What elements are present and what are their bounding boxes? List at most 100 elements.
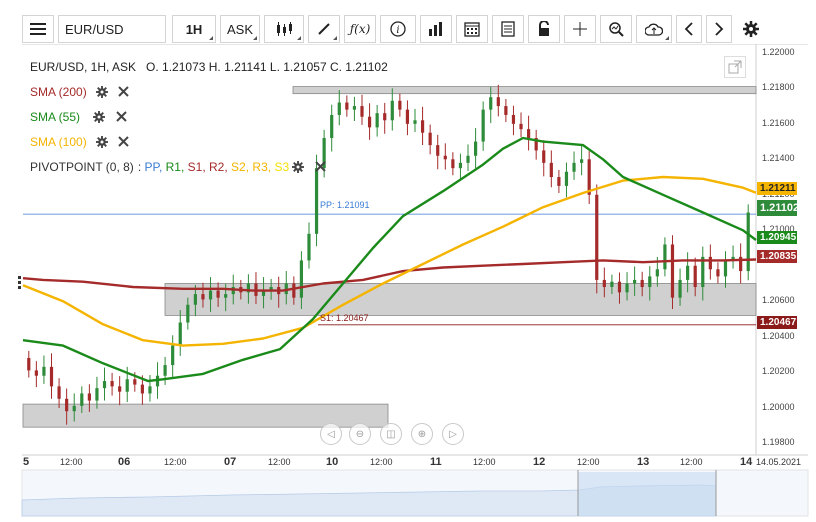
triangle-right-icon: ▷ <box>449 428 457 440</box>
candle-up <box>352 106 357 110</box>
scroll-back-button[interactable] <box>676 15 702 43</box>
hamburger-icon <box>30 23 46 35</box>
candle-up <box>633 279 637 284</box>
nav-forward-button[interactable]: ▷ <box>442 423 464 445</box>
crosshair-button[interactable] <box>564 15 596 43</box>
close-icon[interactable] <box>313 160 327 174</box>
candle-down <box>534 138 538 151</box>
x-tick-label: 5 <box>23 456 30 468</box>
candle-up <box>186 304 190 323</box>
candle-down <box>133 379 137 385</box>
chart-toolbar: 1H ASK ƒ(x) i <box>22 14 808 44</box>
candle-down <box>140 384 144 394</box>
candle-up <box>375 113 379 128</box>
candle-down <box>420 120 425 133</box>
candle-up <box>572 162 576 172</box>
candle-down <box>436 145 440 156</box>
candle-up <box>148 386 152 394</box>
candle-up <box>269 287 273 291</box>
zoom-in-button[interactable]: ⊕ <box>411 423 433 445</box>
candlestick-icon <box>277 22 292 36</box>
sma100-legend: SMA (100) <box>30 129 388 154</box>
svg-text:i: i <box>396 25 399 36</box>
sma100-line <box>22 175 757 347</box>
reset-zoom-button[interactable]: ◫ <box>380 423 402 445</box>
candle-up <box>663 244 667 270</box>
candle-down <box>511 114 516 124</box>
symbol-input[interactable] <box>58 15 166 43</box>
support-resistance-zone <box>164 283 757 316</box>
chevron-left-icon <box>684 22 693 36</box>
pivot-r2: R2, <box>209 159 228 174</box>
candle-down <box>360 106 364 117</box>
nav-back-button[interactable]: ◁ <box>320 423 342 445</box>
candle-down <box>398 100 402 110</box>
gear-icon[interactable] <box>291 160 305 174</box>
cloud-upload-icon <box>645 23 663 36</box>
candle-down <box>49 366 54 387</box>
candle-up <box>337 102 341 115</box>
candle-down <box>87 393 91 401</box>
chart-area[interactable] <box>22 44 808 460</box>
timeframe-button[interactable]: 1H <box>172 15 216 43</box>
sma55-price-tag: 1.20945 <box>757 231 797 244</box>
gear-icon[interactable] <box>95 85 109 99</box>
candle-down <box>216 290 220 298</box>
news-button[interactable] <box>492 15 524 43</box>
candle-down <box>708 256 712 270</box>
function-icon: ƒ(x) <box>349 22 371 36</box>
price-type-button[interactable]: ASK <box>220 15 260 43</box>
y-tick-label: 1.21600 <box>762 117 795 128</box>
scroll-forward-button[interactable] <box>706 15 732 43</box>
cloud-button[interactable] <box>636 15 672 43</box>
indicators-button[interactable]: ƒ(x) <box>344 15 376 43</box>
volume-button[interactable] <box>420 15 452 43</box>
gear-icon[interactable] <box>92 110 106 124</box>
x-tick-label: 12:00 <box>370 457 393 467</box>
candle-up <box>314 168 319 234</box>
support-resistance-zone <box>22 403 389 428</box>
candle-up <box>208 290 213 300</box>
menu-button[interactable] <box>22 15 54 43</box>
zoom-button[interactable] <box>600 15 632 43</box>
draw-tool-button[interactable] <box>308 15 340 43</box>
pivot-label[interactable]: PIVOTPOINT (0, 8) <box>30 159 134 174</box>
candle-down <box>496 97 500 107</box>
candle-up <box>322 138 326 169</box>
lock-button[interactable] <box>528 15 560 43</box>
candle-down <box>526 129 531 139</box>
candle-up <box>193 294 197 305</box>
zoom-out-icon: ⊖ <box>355 428 365 440</box>
close-icon[interactable] <box>114 110 128 124</box>
settings-button[interactable] <box>736 15 766 43</box>
expand-chart-button[interactable] <box>724 56 746 78</box>
pivot-pp: PP, <box>144 159 163 174</box>
zoom-out-button[interactable]: ⊖ <box>349 423 371 445</box>
expand-icon <box>728 60 742 74</box>
bar-chart-icon <box>429 22 442 36</box>
drag-handle[interactable] <box>18 276 21 290</box>
sma100-label[interactable]: SMA (100) <box>30 134 87 149</box>
candle-up <box>564 171 569 186</box>
crosshair-icon <box>573 22 587 36</box>
info-button[interactable]: i <box>380 15 416 43</box>
sma55-label[interactable]: SMA (55) <box>30 109 81 124</box>
x-tick-label: 14 <box>740 456 753 468</box>
candle-down <box>670 244 675 298</box>
calendar-button[interactable] <box>456 15 488 43</box>
sma200-label[interactable]: SMA (200) <box>30 84 87 99</box>
candle-up <box>686 265 690 280</box>
gear-icon[interactable] <box>95 135 109 149</box>
candle-up <box>42 366 46 376</box>
close-icon[interactable] <box>117 85 131 99</box>
close-icon[interactable] <box>117 135 131 149</box>
x-tick-label: 12:00 <box>60 457 83 467</box>
ohlc-readout: EUR/USD, 1H, ASK O. 1.21073 H. 1.21141 L… <box>30 59 388 74</box>
x-tick-label: 12:00 <box>577 457 600 467</box>
sma55-line <box>22 136 757 383</box>
candle-down <box>383 113 387 121</box>
chart-type-button[interactable] <box>264 15 304 43</box>
sma200-line <box>22 258 757 292</box>
y-tick-label: 1.21000 <box>762 224 795 235</box>
